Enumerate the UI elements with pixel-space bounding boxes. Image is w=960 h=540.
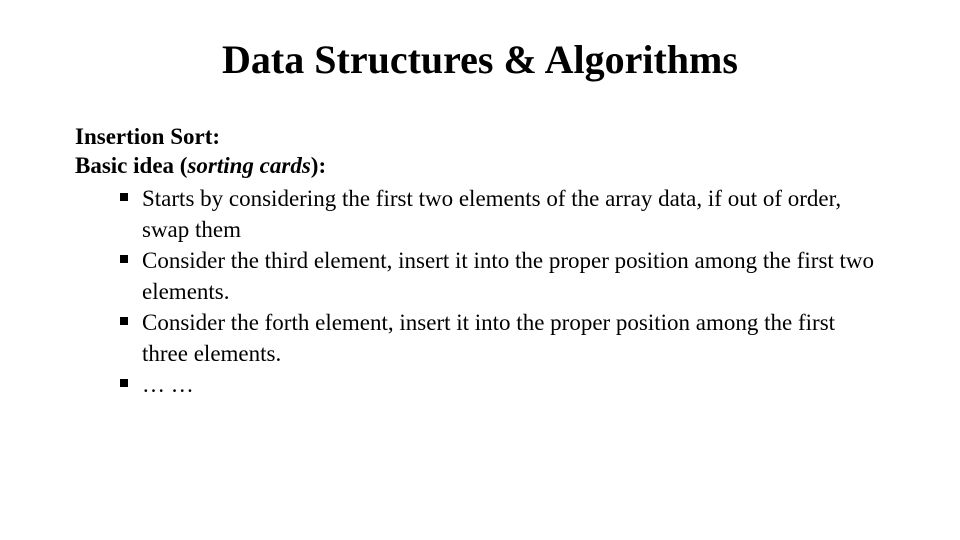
list-item: Consider the third element, insert it in… <box>120 245 885 307</box>
intro-italic: sorting cards <box>187 153 310 178</box>
intro-prefix: Basic idea ( <box>75 153 187 178</box>
slide: Data Structures & Algorithms Insertion S… <box>0 0 960 540</box>
section-heading: Insertion Sort: <box>75 123 885 152</box>
basic-idea-line: Basic idea (sorting cards): <box>75 152 885 181</box>
slide-title: Data Structures & Algorithms <box>75 36 885 83</box>
bullet-list: Starts by considering the first two elem… <box>75 183 885 400</box>
list-item: Consider the forth element, insert it in… <box>120 307 885 369</box>
list-item: Starts by considering the first two elem… <box>120 183 885 245</box>
list-item: … … <box>120 369 885 400</box>
intro-suffix: ): <box>311 153 326 178</box>
